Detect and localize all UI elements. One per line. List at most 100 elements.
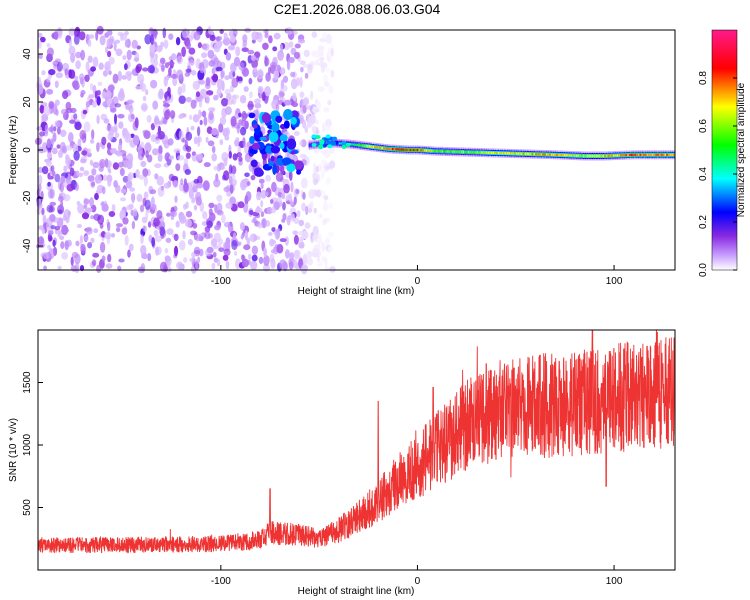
noise-speckle [292,230,298,235]
noise-speckle [300,177,308,189]
noise-speckle [144,34,152,45]
noise-speckle [79,129,87,140]
ridge-mark [388,147,390,150]
noise-speckle [211,145,216,154]
noise-speckle [323,218,331,223]
noise-speckle [106,29,113,36]
noise-speckle [228,164,233,175]
noise-speckle [46,88,54,95]
ridge-mark [361,144,364,147]
colorbar-gradient [711,29,738,271]
ridge-mark [652,153,654,156]
noise-speckle [153,28,157,39]
noise-speckle [47,230,54,236]
noise-speckle [208,110,214,121]
ridge-mark [407,148,410,152]
noise-speckle [122,55,127,60]
noise-speckle [325,68,333,73]
spectrogram-marks [34,25,675,275]
noise-speckle [131,220,136,230]
ridge-mark [648,153,650,156]
noise-speckle [205,77,211,87]
noise-speckle [299,60,306,65]
noise-speckle [329,265,336,273]
ridge-mark [414,148,417,152]
ridge-mark [611,154,613,157]
noise-speckle [54,225,61,231]
noise-speckle [150,79,158,89]
noise-speckle [283,99,291,106]
noise-speckle [289,170,293,182]
ridge-mark [597,154,599,158]
noise-speckle [108,35,115,46]
noise-speckle [293,234,299,245]
noise-speckle [241,258,249,268]
chart-title: C2E1.2026.088.06.03.G04 [274,1,441,17]
noise-speckle [206,94,210,105]
ridge-mark [452,150,454,153]
noise-speckle [172,205,178,212]
noise-speckle [131,39,138,49]
ridge-mark [406,148,408,151]
burst-mark [261,112,272,124]
noise-speckle [185,210,193,218]
noise-speckle [50,225,56,230]
ridge-mark [606,154,608,157]
noise-speckle [313,162,317,174]
snr-series-line [38,330,675,554]
noise-speckle [317,86,325,92]
noise-speckle [159,261,168,273]
noise-speckle [197,42,202,49]
noise-speckle [232,71,236,77]
noise-speckle [311,31,318,38]
ridge-mark [432,149,435,153]
noise-speckle [144,142,152,153]
noise-speckle [284,236,289,246]
noise-speckle [286,215,291,226]
noise-speckle [247,100,254,111]
burst-mark [283,120,290,129]
noise-speckle [135,85,142,90]
noise-speckle [190,70,197,76]
noise-speckle [142,105,147,111]
noise-speckle [203,162,211,168]
noise-speckle [50,124,54,134]
noise-speckle [55,72,64,79]
snr-y-tick-label: 500 [22,499,33,516]
noise-speckle [119,209,126,221]
spectrogram-y-tick-label: 20 [22,96,33,108]
noise-speckle [201,52,208,59]
noise-speckle [302,191,306,200]
ridge-mark [413,148,415,152]
noise-speckle [211,262,216,270]
ridge-mark [653,153,656,156]
noise-speckle [154,53,158,61]
noise-speckle [253,67,257,72]
ridge-mark [554,153,557,156]
ridge-mark [588,154,590,158]
noise-speckle [103,118,110,124]
noise-speckle [126,205,133,211]
noise-speckle [211,153,217,162]
noise-speckle [262,42,269,50]
noise-speckle [248,77,253,85]
noise-speckle [87,39,92,47]
ridge-mark [556,153,558,156]
noise-speckle [330,47,334,57]
noise-speckle [52,239,56,247]
noise-speckle [227,100,233,105]
noise-speckle [265,72,271,82]
noise-speckle [75,240,80,247]
noise-speckle [52,132,57,143]
noise-speckle [57,265,62,270]
noise-speckle [157,153,163,162]
noise-speckle [193,136,198,145]
noise-speckle [282,261,288,272]
noise-speckle [234,251,238,256]
noise-speckle [247,49,255,55]
noise-speckle [87,242,93,249]
ridge-mark [338,142,341,145]
noise-speckle [107,253,112,263]
noise-speckle [87,55,93,63]
ridge-mark [429,149,431,152]
